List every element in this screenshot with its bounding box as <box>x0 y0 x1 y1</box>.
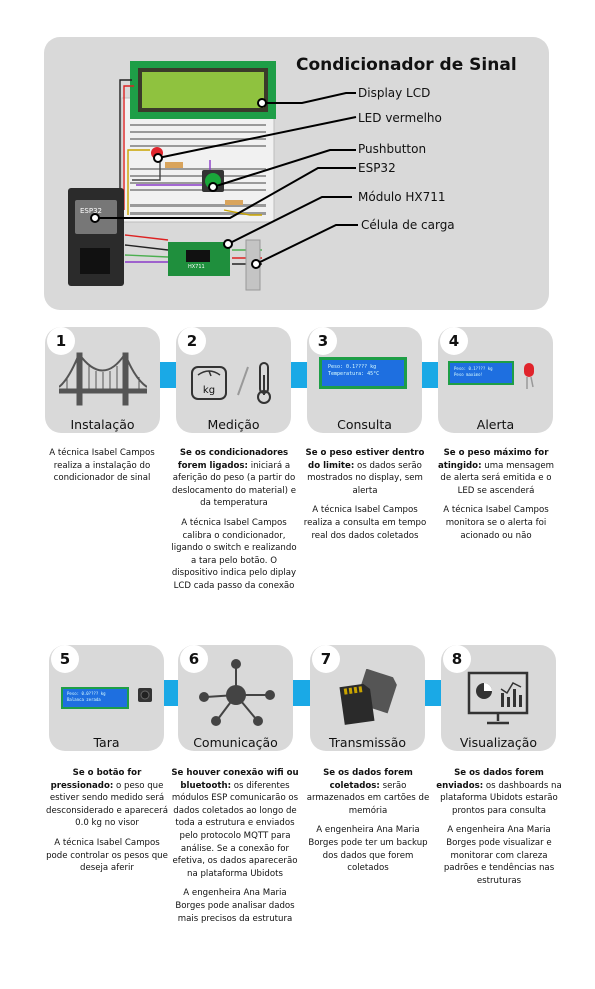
lcd-icon: Peso: 0.1???? kg Peso maximo! <box>448 361 514 385</box>
step-description-1: A técnica Isabel Campos realiza a instal… <box>49 448 155 484</box>
step-card-visualizacao: 8 Visualização <box>441 645 556 751</box>
step-label: Medição <box>207 417 260 432</box>
lcd-line: Peso: 0.1???? kg <box>454 366 493 371</box>
step-number: 5 <box>51 645 79 673</box>
lcd-icon: Peso: 0.1???? kg Temperatura: 45°C <box>319 357 407 389</box>
lcd-line: Balanca zerada <box>67 697 101 702</box>
connector-bar <box>291 362 311 388</box>
step-label: Visualização <box>459 735 538 750</box>
lcd-screen <box>142 72 264 108</box>
step-description-7: Se os dados forem coletados: serão armaz… <box>306 768 430 874</box>
step-label: Tara <box>93 735 120 750</box>
lcd-line: Peso maximo! <box>454 372 483 377</box>
step-number: 7 <box>312 645 340 673</box>
step-description-5: Se o botão for pressionado: o peso que e… <box>46 768 168 874</box>
step-card-consulta: 3 Peso: 0.1???? kg Temperatura: 45°C Con… <box>307 327 422 433</box>
label-esp32: ESP32 <box>358 161 396 175</box>
step-label: Instalação <box>70 417 135 432</box>
network-icon <box>199 659 275 726</box>
label-celula-de-carga: Célula de carga <box>361 218 455 232</box>
label-pushbutton: Pushbutton <box>358 142 427 156</box>
lcd-line: Temperatura: 45°C <box>328 371 380 377</box>
step-card-instalacao: 1 Instalação <box>45 327 160 433</box>
step-number: 8 <box>443 645 471 673</box>
step-description-4: Se o peso máximo for atingido: uma mensa… <box>437 448 555 541</box>
step-card-tara: 5 Peso: 0.0???? kg Balanca zerada Tara <box>49 645 164 751</box>
resistor <box>165 162 183 168</box>
esp32-chip-label: ESP32 <box>80 207 102 215</box>
step-description-3: Se o peso estiver dentro do limite: os d… <box>303 448 427 541</box>
step-label: Transmissão <box>328 735 406 750</box>
bridge-icon <box>59 352 147 406</box>
lcd-line: Peso: 0.1???? kg <box>328 364 377 370</box>
step-description-2: Se os condicionadores forem ligados: ini… <box>171 448 297 591</box>
dashboard-icon <box>467 671 529 725</box>
step-label: Comunicação <box>193 735 278 750</box>
step-label: Consulta <box>337 417 392 432</box>
connector-bar <box>164 680 182 706</box>
step-label: Alerta <box>476 417 515 432</box>
led-icon <box>524 363 534 389</box>
step-description-8: Se os dados forem enviados: os dashboard… <box>436 768 562 886</box>
pushbutton-icon <box>138 688 152 702</box>
step-description-6: Se houver conexão wifi ou bluetooth: os … <box>171 768 299 924</box>
label-display-lcd: Display LCD <box>358 86 431 100</box>
step-card-medicao: 2 kg Medição <box>176 327 291 433</box>
connector-bar <box>292 680 312 706</box>
circuit-diagram <box>68 61 358 291</box>
step-number: 2 <box>178 327 206 355</box>
memory-card-icon <box>339 669 397 725</box>
scale-unit-text: kg <box>202 385 216 396</box>
hx711-chip-label: HX711 <box>188 264 205 270</box>
step-number: 6 <box>180 645 208 673</box>
step-card-transmissao: 7 Transmissão <box>310 645 425 751</box>
step-number: 3 <box>309 327 337 355</box>
scale-thermometer-icon <box>191 362 271 404</box>
connector-bar <box>420 362 440 388</box>
step-number: 1 <box>47 327 75 355</box>
connector-bar <box>160 362 180 388</box>
diagram-title: Condicionador de Sinal <box>296 55 517 75</box>
lcd-line: Peso: 0.0???? kg <box>67 691 106 696</box>
connector-bar <box>423 680 443 706</box>
lcd-icon: Peso: 0.0???? kg Balanca zerada <box>61 687 129 709</box>
step-card-alerta: 4 Peso: 0.1???? kg Peso maximo! Alerta <box>438 327 553 433</box>
step-card-comunicacao: 6 Comunicação <box>178 645 293 751</box>
label-modulo-hx711: Módulo HX711 <box>358 190 446 204</box>
label-led-vermelho: LED vermelho <box>358 111 442 125</box>
step-number: 4 <box>440 327 468 355</box>
